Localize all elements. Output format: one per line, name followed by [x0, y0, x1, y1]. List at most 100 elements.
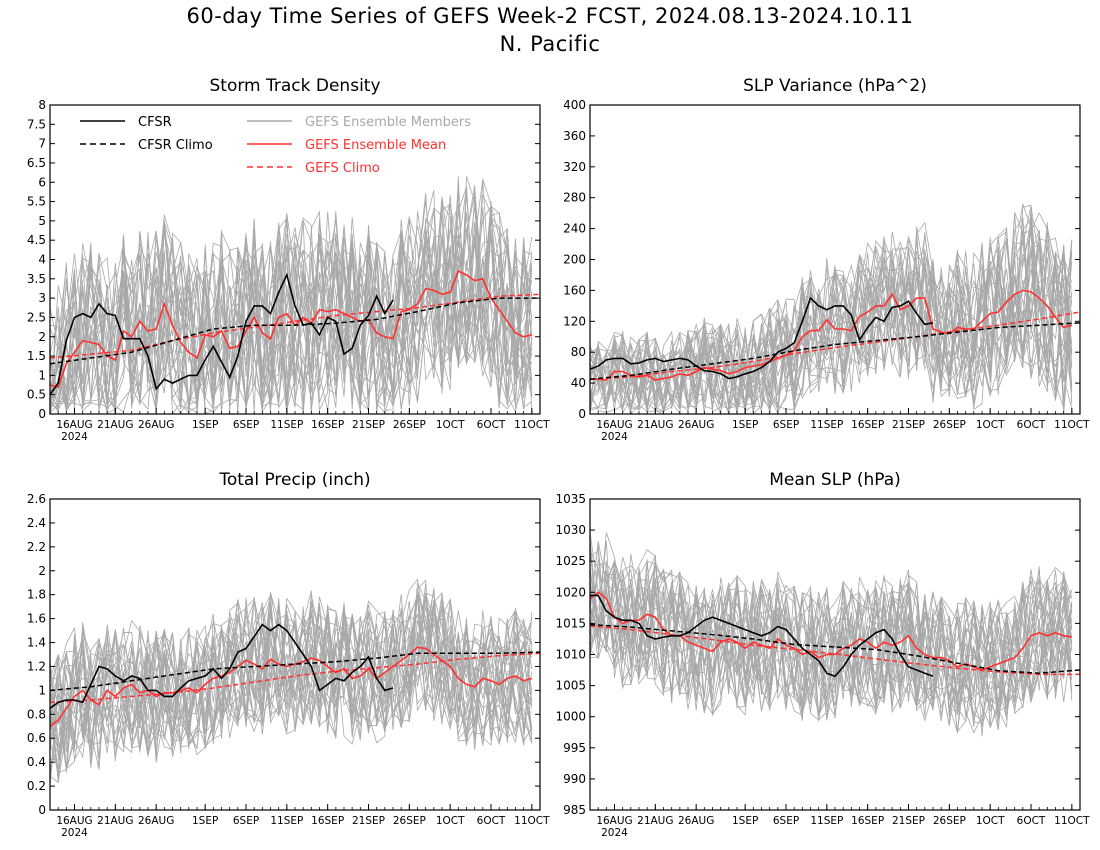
- ensemble-member-line: [590, 240, 1073, 411]
- x-tick-label: 16SEP: [851, 815, 884, 827]
- ensemble-member-line: [590, 219, 1073, 414]
- x-tick-label: 21AUG: [97, 419, 133, 431]
- ensemble-member-line: [50, 222, 533, 412]
- y-tick-label: 1025: [555, 554, 586, 568]
- y-tick-label: 2.4: [27, 516, 46, 530]
- x-year-label: 2024: [61, 431, 88, 443]
- series-cfsr: [590, 296, 934, 380]
- x-tick-label: 6OCT: [1017, 419, 1046, 431]
- ensemble-member-line: [590, 231, 1073, 414]
- x-tick-label: 16SEP: [311, 419, 344, 431]
- x-tick-label: 1SEP: [732, 419, 758, 431]
- ensemble-member-line: [590, 532, 1073, 721]
- ensemble-member-line: [50, 184, 533, 414]
- series-cfsr: [590, 594, 934, 678]
- y-tick-label: 360: [563, 129, 586, 143]
- x-tick-label: 16SEP: [851, 419, 884, 431]
- series-cfsr-climo: [590, 623, 1080, 674]
- y-tick-label: 200: [563, 253, 586, 267]
- ensemble-member-line: [590, 226, 1073, 414]
- y-tick-label: 1.2: [27, 659, 46, 673]
- x-year-label: 2024: [61, 827, 88, 839]
- x-tick-label: 11SEP: [810, 419, 843, 431]
- legend-label-members: GEFS Ensemble Members: [305, 115, 471, 130]
- y-tick-label: 990: [563, 772, 586, 786]
- x-tick-label: 26AUG: [138, 419, 174, 431]
- ensemble-member-line: [590, 569, 1073, 729]
- ensemble-member-line: [590, 568, 1073, 719]
- x-tick-label: 26SEP: [393, 419, 426, 431]
- x-tick-label: 6SEP: [773, 815, 799, 827]
- y-tick-label: 400: [563, 98, 586, 112]
- ensemble-member-line: [590, 226, 1073, 412]
- ensemble-members: [590, 203, 1073, 414]
- y-tick-label: 1.6: [27, 612, 46, 626]
- y-tick-label: 1015: [555, 616, 586, 630]
- y-tick-label: 1030: [555, 523, 586, 537]
- y-tick-label: 160: [563, 283, 586, 297]
- y-tick-label: 1005: [555, 679, 586, 693]
- legend-label-ens-mean: GEFS Ensemble Mean: [305, 138, 446, 153]
- y-tick-label: 2.5: [27, 310, 46, 324]
- x-tick-label: 16AUG: [596, 419, 632, 431]
- ensemble-member-line: [50, 596, 533, 783]
- ensemble-members: [50, 176, 533, 414]
- y-tick-label: 4: [38, 253, 46, 267]
- series-gefs-climo: [590, 311, 1080, 380]
- y-tick-label: 7.5: [27, 117, 46, 131]
- legend-label-cfsr-climo: CFSR Climo: [138, 138, 213, 153]
- ensemble-member-line: [50, 210, 533, 414]
- y-tick-label: 6: [38, 175, 46, 189]
- y-tick-label: 3.5: [27, 272, 46, 286]
- x-tick-label: 16SEP: [311, 815, 344, 827]
- series-ens-mean: [50, 270, 532, 388]
- x-tick-label: 1SEP: [732, 815, 758, 827]
- x-tick-label: 11OCT: [514, 419, 550, 431]
- panel-1: SLP Variance (hPa^2) 0 40 80 120 160 200 240 280…: [563, 76, 1090, 443]
- series-cfsr-climo: [590, 322, 1080, 380]
- y-tick-label: 1.5: [27, 349, 46, 363]
- ensemble-member-line: [590, 203, 1073, 414]
- y-tick-label: 4.5: [27, 233, 46, 247]
- y-tick-label: 0: [38, 803, 46, 817]
- x-tick-label: 11SEP: [270, 419, 303, 431]
- x-tick-label: 6OCT: [1017, 815, 1046, 827]
- series-ens-mean: [590, 289, 1073, 381]
- y-tick-label: 40: [571, 376, 586, 390]
- x-tick-label: 26SEP: [933, 419, 966, 431]
- x-tick-label: 26AUG: [138, 815, 174, 827]
- y-tick-label: 0.2: [27, 779, 46, 793]
- series-ens-mean: [50, 646, 533, 727]
- y-tick-label: 240: [563, 222, 586, 236]
- x-tick-label: 11SEP: [270, 815, 303, 827]
- ensemble-member-line: [50, 589, 533, 761]
- series-gefs-climo: [50, 652, 540, 704]
- x-tick-label: 21AUG: [637, 419, 673, 431]
- ensemble-member-line: [50, 592, 533, 769]
- x-tick-label: 6OCT: [477, 815, 506, 827]
- x-tick-label: 21SEP: [352, 815, 385, 827]
- y-tick-label: 0.8: [27, 707, 46, 721]
- x-tick-label: 6OCT: [477, 419, 506, 431]
- x-tick-label: 26SEP: [393, 815, 426, 827]
- y-tick-label: 1035: [555, 492, 586, 506]
- y-tick-label: 985: [563, 803, 586, 817]
- y-tick-label: 1.4: [27, 636, 46, 650]
- ensemble-member-line: [50, 588, 533, 783]
- y-tick-label: 1: [38, 368, 46, 382]
- x-tick-label: 21AUG: [97, 815, 133, 827]
- y-tick-label: 1: [38, 683, 46, 697]
- ensemble-member-line: [590, 239, 1073, 413]
- series-gefs-climo: [50, 293, 540, 359]
- x-tick-label: 1SEP: [192, 815, 218, 827]
- x-year-label: 2024: [601, 827, 628, 839]
- ensemble-member-line: [590, 237, 1073, 413]
- y-tick-label: 1000: [555, 710, 586, 724]
- x-tick-label: 6SEP: [233, 815, 259, 827]
- x-tick-label: 16AUG: [56, 419, 92, 431]
- ensemble-member-line: [50, 184, 533, 413]
- ensemble-member-line: [50, 597, 533, 743]
- series-cfsr-climo: [50, 297, 540, 365]
- ensemble-member-line: [590, 567, 1072, 712]
- panel-0: Storm Track Density 0 0.5 1 1.5 2 2.5 3 3.5 4 4.5 5…: [27, 76, 550, 443]
